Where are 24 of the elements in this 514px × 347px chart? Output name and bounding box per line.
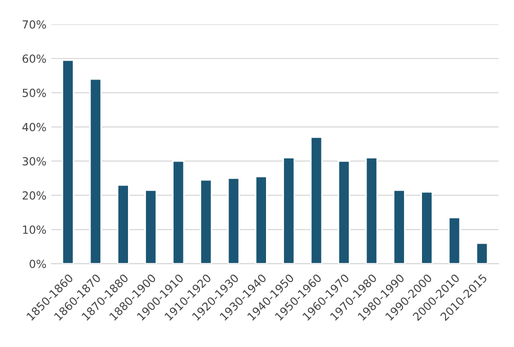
- bar: [448, 216, 461, 264]
- y-tick-label: 40%: [22, 122, 46, 132]
- y-tick-label: 30%: [22, 157, 46, 166]
- bar: [338, 160, 350, 264]
- bar: [282, 156, 296, 264]
- bar: [227, 178, 240, 264]
- bar: [420, 191, 434, 264]
- y-tick-label: 70%: [22, 20, 46, 29]
- y-tick-label: 10%: [23, 225, 46, 234]
- y-tick-label: 60%: [22, 54, 46, 63]
- y-tick-label: 0%: [30, 260, 46, 268]
- bar: [365, 156, 378, 264]
- y-tick-label: 20%: [22, 191, 46, 200]
- bar: [144, 189, 157, 264]
- bar: [62, 60, 74, 264]
- bar: [116, 184, 130, 264]
- bar: [310, 136, 323, 264]
- bar: [200, 179, 212, 264]
- bar: [392, 189, 406, 264]
- bar: [476, 242, 488, 264]
- bar: [254, 176, 268, 264]
- y-tick-label: 50%: [22, 88, 46, 98]
- bar: [89, 78, 102, 264]
- bar: [172, 160, 185, 264]
